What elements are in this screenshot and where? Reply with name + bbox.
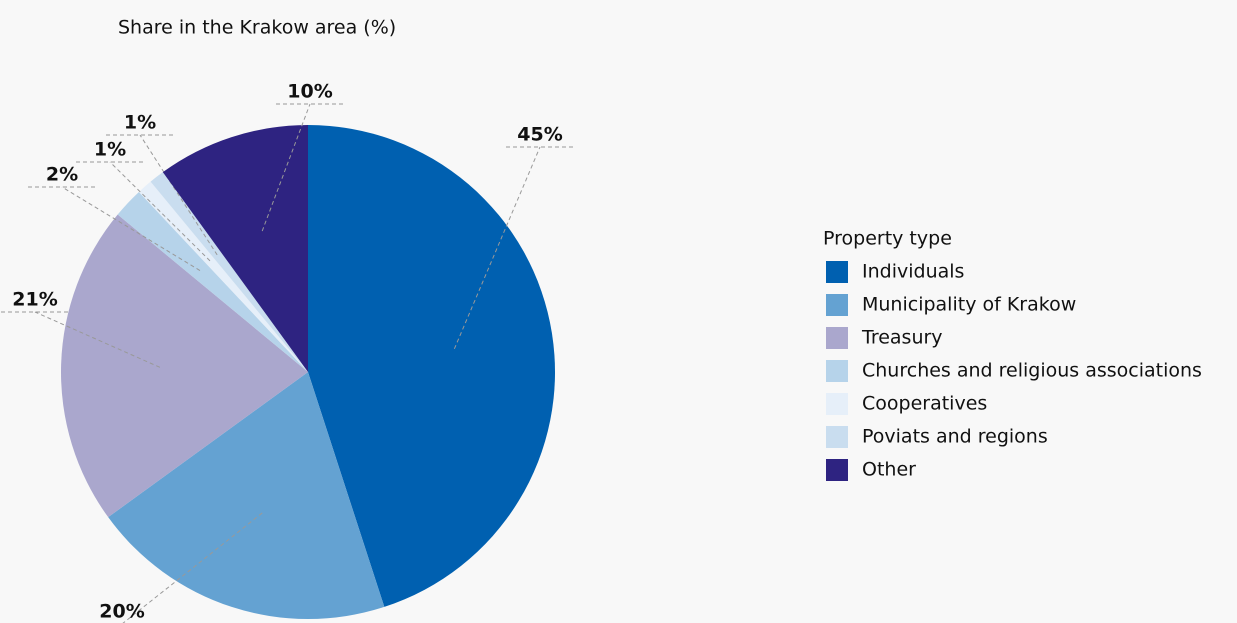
leader-line (76, 161, 211, 262)
legend-swatch (826, 294, 848, 316)
pie-slice (162, 125, 308, 372)
data-label: 2% (46, 164, 78, 186)
legend-label: Individuals (862, 261, 964, 283)
legend-label: Cooperatives (862, 393, 987, 415)
chart-title: Share in the Krakow area (%) (118, 17, 396, 39)
pie-slice (308, 125, 555, 607)
leader-line (261, 103, 344, 232)
legend-label: Poviats and regions (862, 426, 1048, 448)
legend-title: Property type (823, 228, 952, 250)
data-label: 1% (94, 139, 126, 161)
legend-label: Treasury (861, 327, 943, 349)
legend-swatch (826, 459, 848, 481)
leader-line (28, 186, 201, 271)
pie-slice (60, 214, 309, 518)
leader-line (122, 512, 263, 623)
pie-slice (117, 191, 308, 372)
data-label: 10% (287, 81, 332, 103)
leader-line (453, 146, 574, 350)
legend-swatch (826, 360, 848, 382)
legend-swatch (826, 327, 848, 349)
data-label: 21% (12, 289, 57, 311)
legend-swatch (826, 426, 848, 448)
pie-slice (138, 181, 308, 372)
legend-label: Municipality of Krakow (862, 294, 1076, 316)
legend-swatch (826, 261, 848, 283)
legend-swatch (826, 393, 848, 415)
leader-line (106, 134, 218, 256)
leader-line (1, 311, 161, 368)
data-label: 20% (99, 601, 144, 623)
data-label: 1% (124, 112, 156, 134)
data-label: 45% (517, 124, 562, 146)
legend-label: Churches and religious associations (862, 360, 1202, 382)
pie-slice (108, 372, 385, 620)
pie-slice (150, 172, 308, 372)
legend-label: Other (862, 459, 916, 481)
